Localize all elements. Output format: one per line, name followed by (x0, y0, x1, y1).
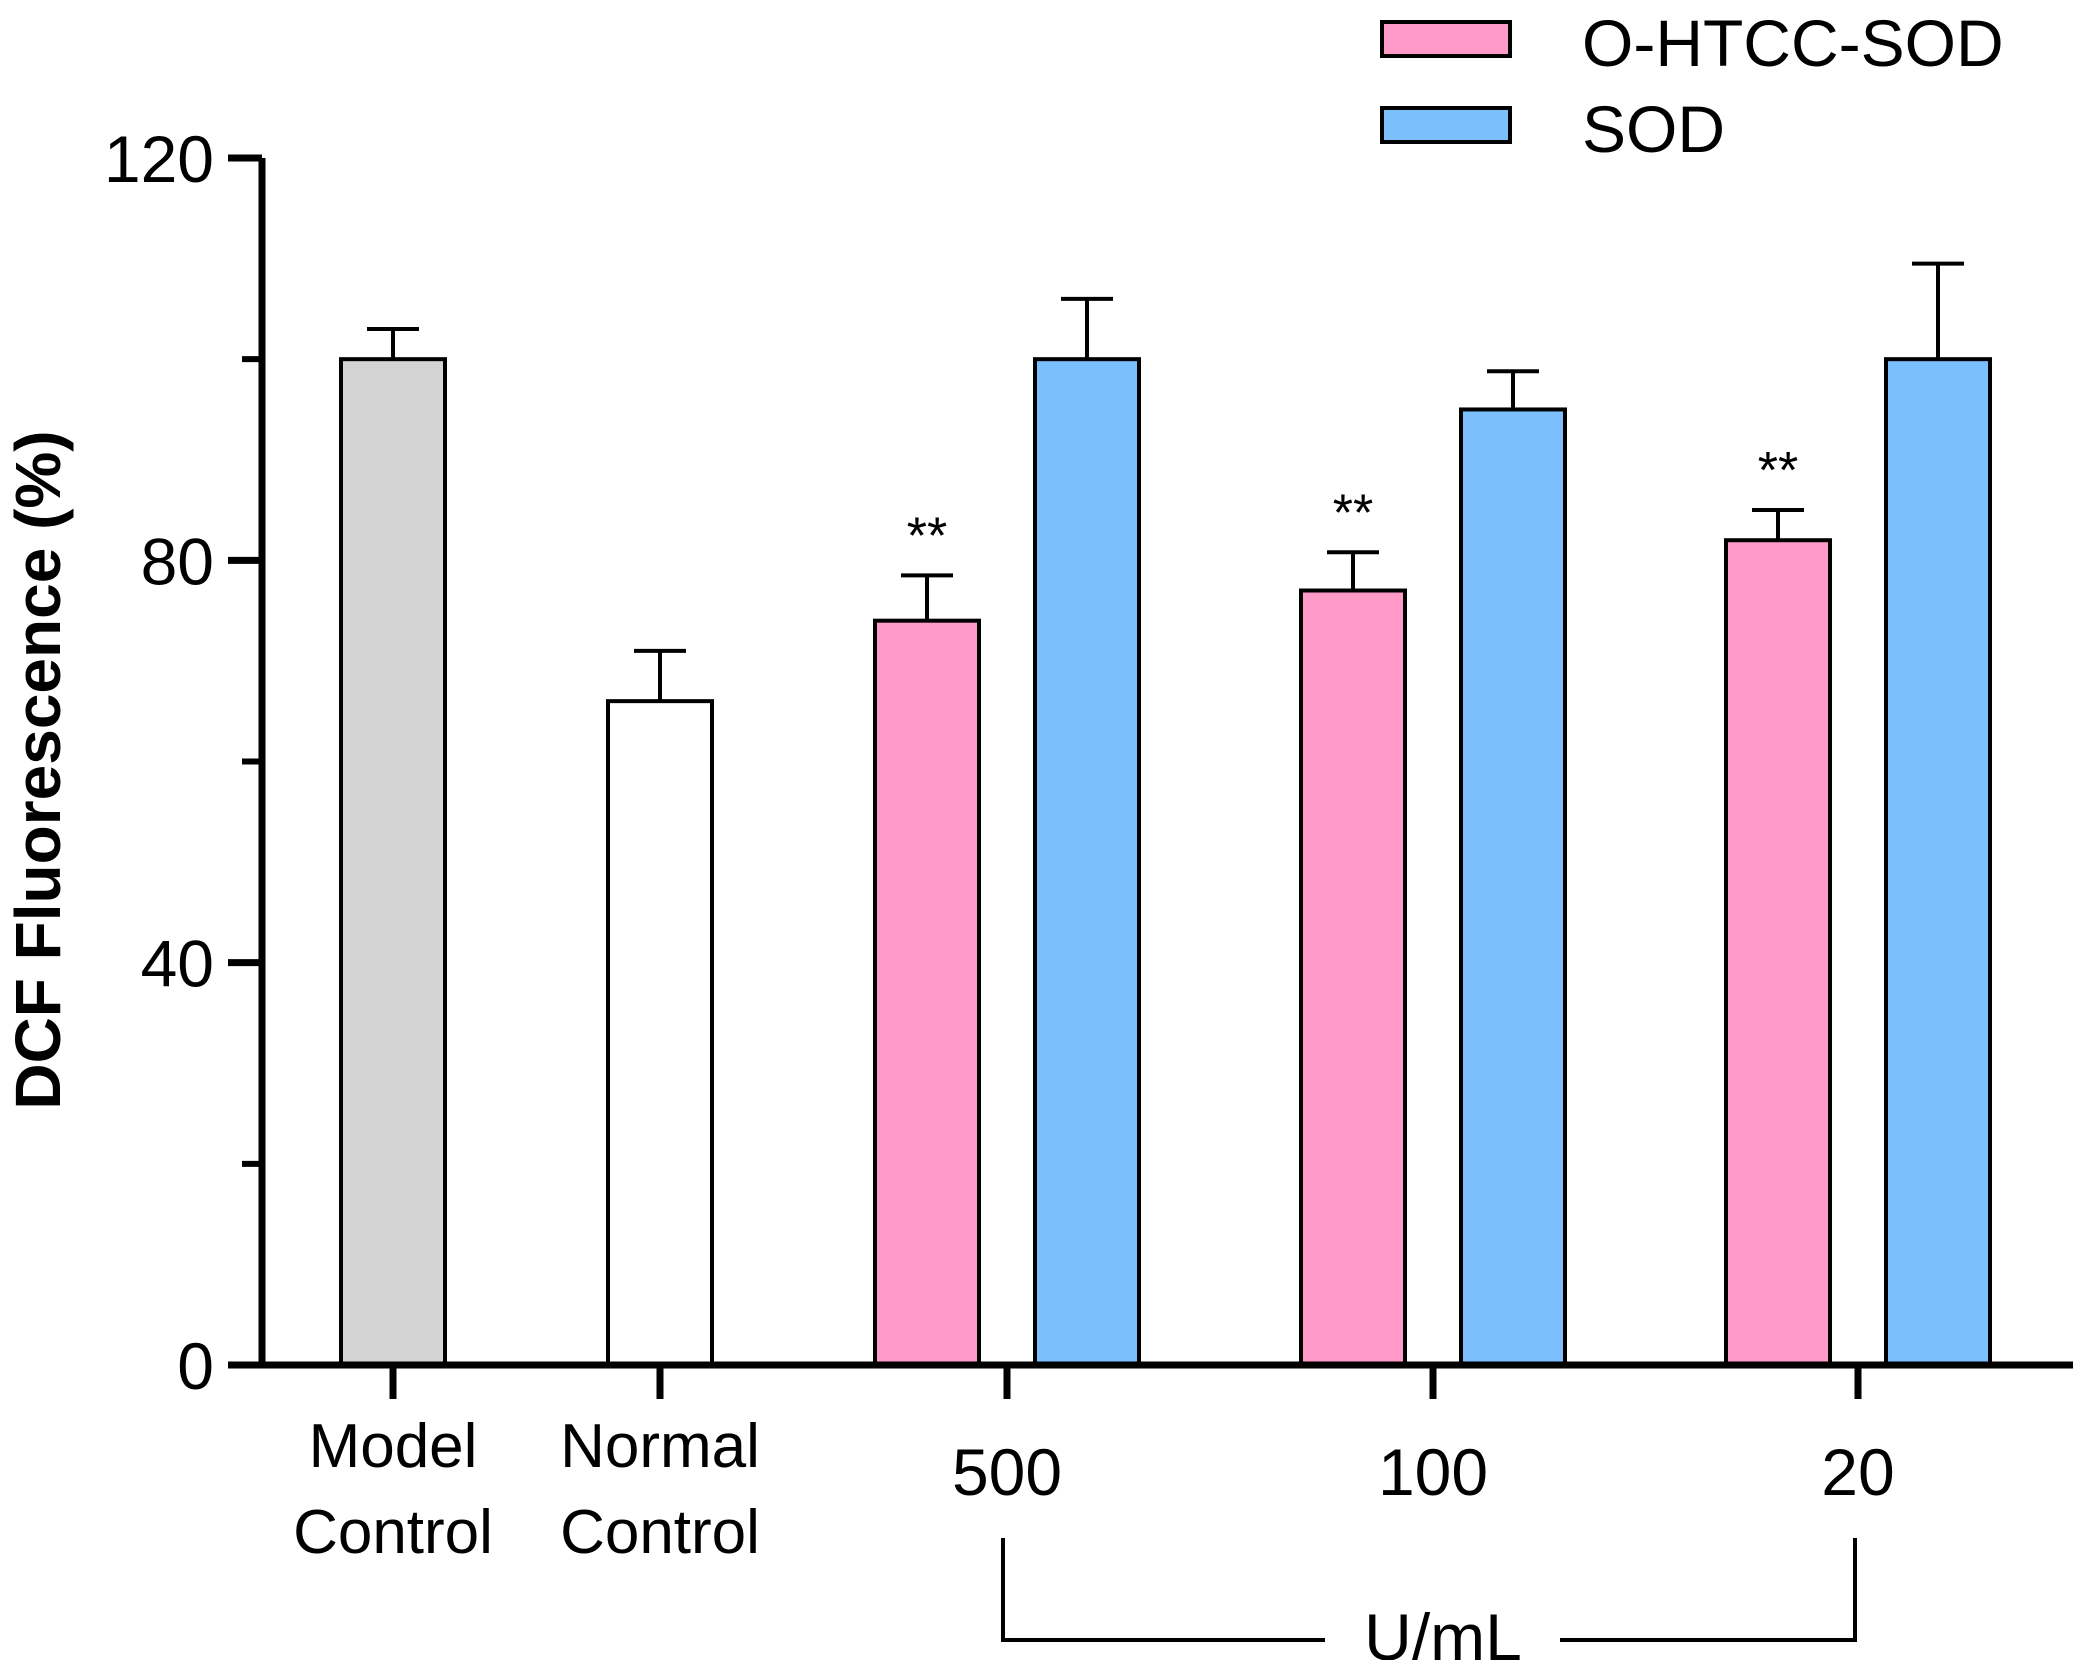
legend-swatch-sod (1380, 106, 1512, 144)
bar-20-sod (1884, 357, 1992, 1367)
x-label-control-0-line-0: Model (309, 1412, 478, 1481)
x-label-control-1-line-0: Normal (560, 1412, 760, 1481)
bar-500-sod (1033, 357, 1141, 1367)
y-axis-label: DCF Fluorescence (%) (2, 430, 74, 1109)
legend-swatch-o-htcc-sod (1380, 20, 1512, 58)
x-label-500: 500 (952, 1435, 1062, 1509)
legend: O-HTCC-SOD SOD (1380, 6, 2004, 166)
y-tick-label-40: 40 (141, 927, 214, 1001)
bar-20-o-htcc-sod (1724, 538, 1832, 1367)
legend-label-o-htcc-sod: O-HTCC-SOD (1582, 6, 2004, 80)
bar-control-0 (339, 357, 447, 1367)
x-label-20: 20 (1821, 1435, 1894, 1509)
x-axis: Model Control Normal Control 500 100 20 (259, 1361, 2073, 1567)
bars: ** ** ** (339, 261, 1992, 1368)
bar-100-o-htcc-sod (1299, 588, 1407, 1367)
group-bracket-right (1560, 1538, 1857, 1642)
group-bracket-left (1001, 1538, 1325, 1642)
x-label-control-0-line-1: Control (293, 1498, 493, 1567)
significance-20-o-htcc-sod: ** (1758, 442, 1798, 500)
group-bracket: U/mL (1001, 1538, 1857, 1660)
significance-100-o-htcc-sod: ** (1333, 484, 1373, 542)
legend-label-sod: SOD (1582, 92, 1725, 166)
bar-control-1 (606, 699, 714, 1367)
y-tick-label-120: 120 (104, 122, 214, 196)
group-label: U/mL (1364, 1600, 1522, 1660)
y-tick-label-80: 80 (141, 524, 214, 598)
y-axis: 0 40 80 120 (104, 122, 266, 1403)
bar-100-sod (1459, 407, 1567, 1368)
bar-500-o-htcc-sod (873, 618, 981, 1367)
significance-500-o-htcc-sod: ** (907, 507, 947, 565)
x-label-control-1-line-1: Control (560, 1498, 760, 1567)
x-label-100: 100 (1378, 1435, 1488, 1509)
y-tick-label-0: 0 (177, 1329, 214, 1403)
